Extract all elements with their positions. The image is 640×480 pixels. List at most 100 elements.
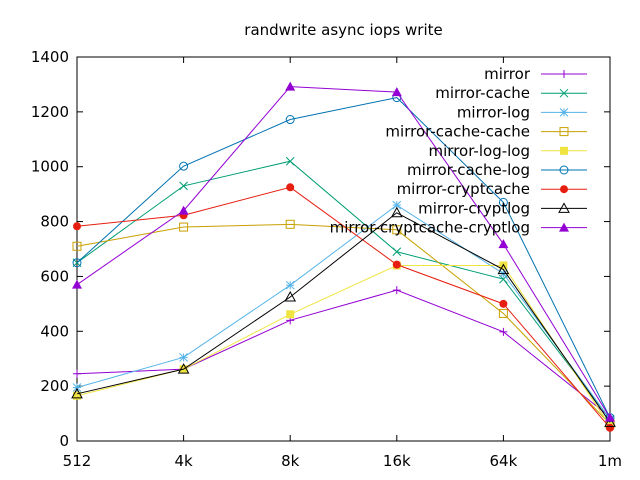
legend-label: mirror-cache-cache xyxy=(385,123,530,141)
plot-border xyxy=(76,56,611,442)
legend-entry: mirror-log xyxy=(457,103,587,121)
data-point xyxy=(73,391,81,400)
legend-label: mirror-cache-log xyxy=(407,161,530,179)
data-point xyxy=(72,383,82,392)
legend-swatch-marker xyxy=(560,185,568,194)
x-tick-label: 1m xyxy=(598,452,622,470)
data-point xyxy=(498,308,508,318)
series-mirror xyxy=(73,286,614,421)
data-point xyxy=(285,156,295,166)
series-line xyxy=(76,264,611,427)
axes: 0 200 400 600 800 1000 1200 1400 512 4k 8k 16k 64k 1m xyxy=(31,48,622,470)
data-point xyxy=(179,352,188,362)
data-point xyxy=(498,197,508,207)
series-line xyxy=(76,86,611,418)
legend-entry: mirror xyxy=(484,65,587,83)
x-tick-label: 512 xyxy=(63,452,92,470)
data-point xyxy=(392,286,401,295)
x-tick-label: 16k xyxy=(383,452,411,470)
x-tick-label: 8k xyxy=(281,452,300,470)
data-point xyxy=(604,416,616,427)
data-point xyxy=(285,280,295,290)
data-point xyxy=(72,279,82,289)
series-line xyxy=(76,186,611,429)
series-line xyxy=(76,97,611,418)
series-line xyxy=(76,223,611,425)
data-point xyxy=(499,299,508,308)
legend-label: mirror xyxy=(484,65,531,83)
data-point xyxy=(286,310,295,319)
data-point xyxy=(285,219,295,229)
legend-swatch-marker xyxy=(560,70,568,78)
y-tick-label: 0 xyxy=(59,432,69,450)
chart-title: randwrite async iops write xyxy=(244,21,442,39)
legend-swatch-marker xyxy=(559,127,569,137)
legend-entry: mirror-cache-cache xyxy=(385,123,587,141)
data-point xyxy=(179,161,189,171)
data-point xyxy=(497,263,510,275)
data-point xyxy=(391,87,402,97)
x-tick-label: 4k xyxy=(174,452,193,470)
legend-entry: mirror-cryptlog xyxy=(418,199,587,217)
legend-entry: mirror-cache-log xyxy=(407,161,587,179)
legend-entry: mirror-cache xyxy=(435,84,587,102)
y-tick-label: 200 xyxy=(40,377,69,395)
data-point xyxy=(392,260,401,269)
y-tick-label: 400 xyxy=(40,322,69,340)
legend-entry: mirror-log-log xyxy=(429,142,587,160)
series-line xyxy=(76,289,611,418)
legend-swatch-marker xyxy=(558,202,570,213)
data-point xyxy=(71,387,83,399)
series-mirror-cryptlog xyxy=(71,206,616,427)
data-point xyxy=(285,115,295,125)
data-point xyxy=(498,239,509,249)
legend-label: mirror-cryptlog xyxy=(418,199,530,217)
y-tick-label: 1000 xyxy=(31,158,69,176)
y-tick-label: 800 xyxy=(40,213,69,231)
data-point xyxy=(177,363,190,374)
data-point xyxy=(392,200,402,210)
data-point xyxy=(72,258,82,268)
data-point xyxy=(390,206,403,218)
data-point xyxy=(392,225,402,235)
legend-label: mirror-log xyxy=(457,103,530,121)
series-line xyxy=(76,204,611,420)
legend-label: mirror-log-log xyxy=(429,142,530,160)
data-point xyxy=(178,205,189,215)
legend-entry: mirror-cryptcache xyxy=(397,180,587,198)
x-tick-label: 64k xyxy=(490,452,518,470)
data-point xyxy=(286,183,295,192)
legend-label: mirror-cache xyxy=(435,84,530,102)
data-point xyxy=(606,423,614,432)
legend-swatch-marker xyxy=(559,88,569,98)
data-point xyxy=(605,412,615,422)
data-point xyxy=(72,241,82,251)
legend-label: mirror-cryptcache-cryptlog xyxy=(330,219,530,237)
legend-swatch-marker xyxy=(559,222,569,232)
data-point xyxy=(73,222,81,231)
data-point xyxy=(392,247,402,257)
series-mirror-cryptcache xyxy=(73,183,614,432)
y-tick-label: 1200 xyxy=(31,103,69,121)
legend-swatch-marker xyxy=(560,146,568,155)
series-line xyxy=(76,160,611,420)
plot-area xyxy=(71,81,616,432)
data-point xyxy=(499,327,508,336)
data-point xyxy=(285,81,296,91)
data-point xyxy=(179,181,188,191)
series-mirror-cryptcache-cryptlog xyxy=(72,81,615,422)
legend-label: mirror-cryptcache xyxy=(397,180,530,198)
data-point xyxy=(179,222,189,232)
y-tick-label: 1400 xyxy=(31,48,69,66)
series-mirror-log-log xyxy=(73,261,614,430)
legend-swatch-marker xyxy=(559,165,569,175)
series-line xyxy=(76,212,611,423)
legend-entry: mirror-cryptcache-cryptlog xyxy=(330,219,587,237)
data-point xyxy=(284,290,297,302)
series-mirror-cache-log xyxy=(72,93,615,423)
legend-swatch-marker xyxy=(559,108,569,117)
y-tick-label: 600 xyxy=(40,267,69,285)
series-mirror-cache-cache xyxy=(72,219,615,429)
data-point xyxy=(73,369,81,378)
